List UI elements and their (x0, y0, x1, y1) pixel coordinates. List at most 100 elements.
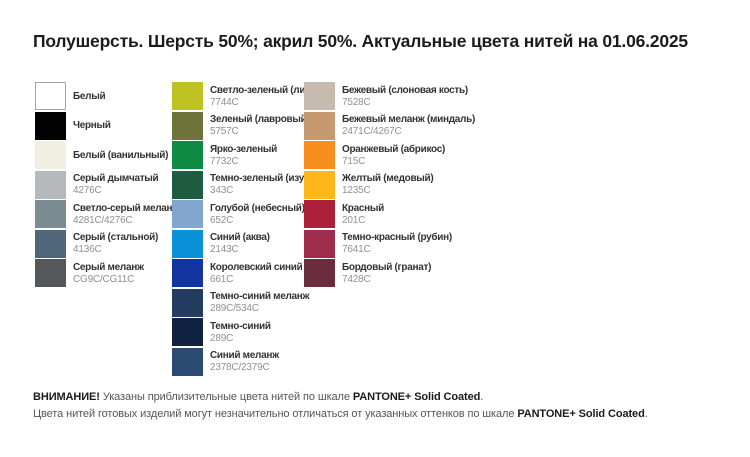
pantone-code: 7744C (210, 96, 239, 108)
color-name: Белый (ванильный) (73, 149, 169, 161)
footer-line-1-period: . (480, 391, 484, 403)
color-row: Черный (35, 111, 179, 140)
pantone-label: PANTONE+ Solid Coated (517, 408, 645, 420)
color-swatch (172, 318, 203, 346)
color-name: Серый дымчатый (73, 173, 159, 184)
footer-line-2-text: Цвета нитей готовых изделий могут незнач… (33, 408, 518, 420)
color-labels: Светло-зеленый (липа) 7744C (210, 82, 320, 110)
color-row: Бежевый меланж (миндаль) 2471C/4267C (304, 111, 475, 140)
color-row: Светло-серый меланж 4281C/4276C (35, 200, 179, 228)
color-name: Зеленый (лавровый) (210, 114, 310, 125)
color-name: Темно-синий (210, 320, 271, 332)
color-labels: Светло-серый меланж 4281C/4276C (73, 200, 179, 228)
color-name: Желтый (медовый) (342, 173, 434, 184)
color-row: Белый (35, 82, 179, 110)
color-name: Ярко-зеленый (210, 143, 277, 155)
pantone-code: 5757C (210, 126, 239, 137)
color-swatch (304, 82, 335, 110)
footer-line-2: Цвета нитей готовых изделий могут незнач… (33, 406, 648, 423)
pantone-label: PANTONE+ Solid Coated (352, 391, 481, 403)
color-row: Голубой (небесный) 652C (172, 200, 331, 228)
color-row: Оранжевый (абрикос) 715C (304, 141, 475, 169)
pantone-code: 652C (210, 214, 234, 226)
color-labels: Белый (73, 82, 106, 110)
color-name: Темно-зеленый (изумруд) (210, 173, 331, 184)
color-name: Оранжевый (абрикос) (342, 143, 445, 155)
color-labels: Бежевый меланж (миндаль) 2471C/4267C (342, 112, 475, 140)
color-row: Синий меланж 2378C/2379C (172, 347, 331, 376)
color-swatch (35, 259, 66, 287)
color-name: Бордовый (гранат) (342, 261, 432, 273)
color-row: Синий (аква) 2143C (172, 229, 331, 258)
color-labels: Бежевый (слоновая кость) 7528C (342, 82, 468, 110)
color-swatch (172, 347, 203, 376)
color-column-greens-blues: Светло-зеленый (липа) 7744C Зеленый (лавро… (172, 82, 331, 377)
color-labels: Зеленый (лавровый) 5757C (210, 112, 310, 140)
color-row: Белый (ванильный) (35, 141, 179, 169)
color-swatch (304, 229, 335, 258)
color-swatch (172, 229, 203, 258)
color-row: Желтый (медовый) 1235C (304, 170, 475, 199)
color-column-warm-reds: Бежевый (слоновая кость) 7528C Бежевый мел… (304, 82, 475, 289)
color-swatch (35, 141, 66, 169)
color-name: Синий меланж (210, 350, 279, 361)
color-swatch (35, 82, 66, 110)
color-row: Темно-красный (рубин) 7641C (304, 229, 475, 258)
color-swatch (35, 229, 66, 258)
color-swatch (172, 288, 203, 317)
color-row: Серый дымчатый 4276C (35, 170, 179, 199)
footer-line-2-period: . (644, 408, 648, 420)
color-swatch (172, 82, 203, 110)
color-labels: Серый дымчатый 4276C (73, 171, 159, 199)
color-column-grays: Белый Черный Белый (ванильный) Серый дымчат… (35, 82, 179, 289)
color-labels: Синий меланж 2378C/2379C (210, 348, 279, 376)
color-swatch (172, 141, 203, 169)
color-labels: Темно-синий 289C (210, 318, 271, 346)
color-name: Темно-синий меланж (210, 291, 310, 302)
color-name: Бежевый (слоновая кость) (342, 84, 468, 96)
page-title: Полушерсть. Шерсть 50%; акрил 50%. Актуа… (33, 31, 688, 51)
color-name: Синий (аква) (210, 232, 270, 243)
color-row: Темно-зеленый (изумруд) 343C (172, 170, 331, 199)
color-row: Зеленый (лавровый) 5757C (172, 111, 331, 140)
color-row: Бежевый (слоновая кость) 7528C (304, 82, 475, 110)
color-row: Королевский синий 661C (172, 259, 331, 287)
color-swatch (35, 111, 66, 140)
pantone-code: 4276C (73, 185, 102, 196)
pantone-code: 289C (210, 332, 234, 344)
color-labels: Голубой (небесный) 652C (210, 200, 305, 228)
color-swatch (172, 259, 203, 287)
color-labels: Белый (ванильный) (73, 141, 168, 169)
color-name: Красный (342, 202, 384, 214)
pantone-code: 289C/534C (210, 303, 259, 314)
color-labels: Королевский синий 661C (210, 259, 303, 287)
color-swatch (304, 141, 335, 169)
color-row: Темно-синий 289C (172, 318, 331, 346)
color-row: Темно-синий меланж 289C/534C (172, 288, 331, 317)
color-row: Серый меланж CG9C/CG11C (35, 259, 179, 287)
color-swatch (172, 111, 203, 140)
color-name: Светло-зеленый (липа) (210, 84, 320, 96)
color-swatch (35, 200, 66, 228)
pantone-code: 7428C (342, 273, 371, 285)
color-labels: Желтый (медовый) 1235C (342, 171, 434, 199)
color-swatch (35, 170, 66, 199)
color-labels: Красный 201C (342, 200, 384, 228)
pantone-code: 7732C (210, 155, 239, 167)
color-labels: Темно-красный (рубин) 7641C (342, 230, 452, 258)
color-name: Темно-красный (рубин) (342, 232, 452, 243)
color-swatch (172, 170, 203, 199)
color-labels: Синий (аква) 2143C (210, 230, 270, 258)
color-labels: Темно-синий меланж 289C/534C (210, 289, 310, 317)
color-swatch (304, 200, 335, 228)
color-swatch (304, 111, 335, 140)
color-swatch (172, 200, 203, 228)
color-name: Серый (стальной) (73, 232, 159, 243)
color-row: Ярко-зеленый 7732C (172, 141, 331, 169)
footer-note: ВНИМАНИЕ! Указаны приблизительные цвета … (33, 389, 648, 423)
color-row: Красный 201C (304, 200, 475, 228)
pantone-code: CG9C/CG11C (73, 273, 135, 285)
color-labels: Ярко-зеленый 7732C (210, 141, 277, 169)
color-name: Голубой (небесный) (210, 202, 305, 214)
